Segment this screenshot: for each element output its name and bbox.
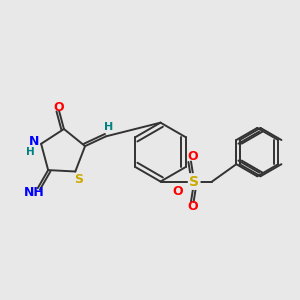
Text: NH: NH xyxy=(24,186,45,199)
Text: O: O xyxy=(172,184,183,197)
Text: S: S xyxy=(74,173,83,186)
Text: O: O xyxy=(188,200,198,213)
Text: H: H xyxy=(103,122,113,132)
Text: O: O xyxy=(54,101,64,114)
Text: N: N xyxy=(28,135,39,148)
Text: O: O xyxy=(188,150,198,163)
Text: H: H xyxy=(26,147,35,157)
Text: S: S xyxy=(189,175,199,188)
